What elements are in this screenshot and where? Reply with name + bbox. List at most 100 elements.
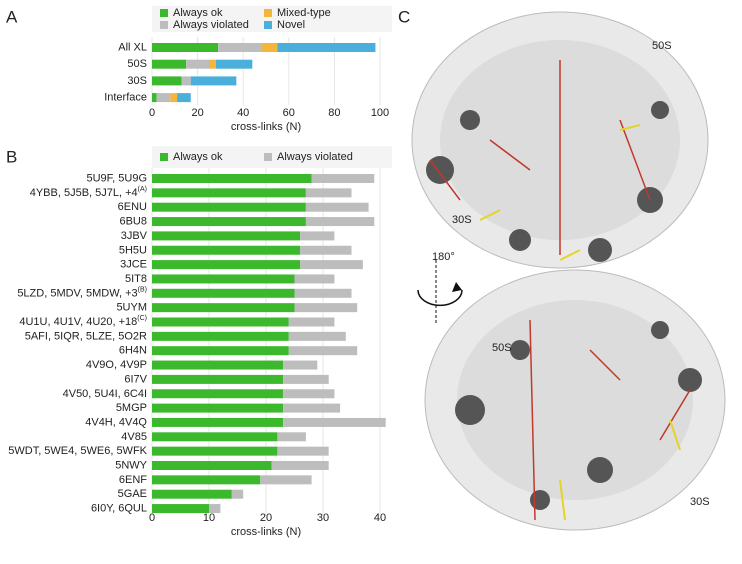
- category-text: 5NWY: [115, 459, 147, 471]
- legend-label: Mixed-type: [277, 7, 331, 19]
- y-tick-label: 30S: [127, 75, 147, 87]
- bar-segment: [305, 217, 375, 227]
- legend-swatch: [264, 153, 272, 161]
- bar-segment: [209, 504, 221, 514]
- bar-segment: [294, 303, 358, 313]
- category-text: 5IT8: [125, 273, 147, 285]
- category-text: All XL: [118, 41, 147, 53]
- bar-segment: [215, 59, 253, 69]
- x-tick-label: 0: [149, 107, 155, 119]
- y-tick-label: 4V9O, 4V9P: [86, 359, 147, 371]
- bar-segment: [152, 174, 312, 183]
- category-text: 5WDT, 5WE4, 5WE6, 5WFK: [8, 445, 147, 457]
- bar-segment: [260, 475, 312, 485]
- bar-segment: [152, 374, 284, 384]
- x-tick-label: 40: [237, 107, 249, 119]
- y-tick-label: 4U1U, 4U1V, 4U20, +18(C): [19, 315, 147, 328]
- category-text: 6H4N: [119, 345, 147, 357]
- y-tick-label: 5UYM: [116, 302, 147, 314]
- bar-segment: [156, 93, 171, 103]
- y-tick-label: 5U9F, 5U9G: [86, 172, 147, 184]
- category-text: 4V50, 5U4I, 6C4I: [63, 388, 147, 400]
- structure-label: 30S: [690, 496, 710, 508]
- bar-segment: [170, 93, 178, 103]
- bar-segment: [152, 260, 301, 270]
- bar-segment: [152, 274, 295, 284]
- category-text: Interface: [104, 92, 147, 104]
- bar-segment: [152, 231, 301, 241]
- bar-segment: [288, 317, 335, 327]
- bar-segment: [277, 43, 376, 52]
- bar-segment: [231, 489, 244, 499]
- structure-label: 50S: [492, 342, 512, 354]
- y-tick-label: 6I0Y, 6QUL: [91, 502, 147, 514]
- bar-segment: [218, 43, 262, 52]
- x-axis-label: cross-links (N): [231, 121, 301, 133]
- y-tick-label: 5LZD, 5MDV, 5MDW, +3(B): [17, 286, 147, 299]
- y-tick-label: Interface: [104, 92, 147, 104]
- x-tick-label: 10: [203, 512, 215, 524]
- bar-segment: [152, 59, 187, 69]
- category-text: 6BU8: [119, 215, 147, 227]
- category-text: 5U9F, 5U9G: [86, 172, 147, 184]
- x-tick-label: 60: [283, 107, 295, 119]
- category-text: 6ENF: [119, 474, 147, 486]
- x-tick-label: 100: [371, 107, 389, 119]
- y-tick-label: 6H4N: [119, 345, 147, 357]
- bar-segment: [283, 389, 335, 399]
- category-text: 5AFI, 5IQR, 5LZE, 5O2R: [25, 330, 147, 342]
- bar-segment: [152, 331, 289, 341]
- bar-segment: [177, 93, 191, 103]
- bar-segment: [300, 245, 352, 255]
- y-tick-label: 3JBV: [121, 230, 148, 242]
- bar-segment: [152, 288, 295, 298]
- bar-segment: [152, 202, 306, 212]
- category-text: 3JBV: [121, 230, 148, 242]
- bar-segment: [186, 59, 209, 69]
- bar-segment: [300, 260, 363, 270]
- y-tick-label: All XL: [118, 41, 147, 53]
- category-superscript: (A): [138, 186, 147, 193]
- category-text: 4U1U, 4U1V, 4U20, +18: [19, 316, 137, 328]
- category-text: 4V85: [121, 431, 147, 443]
- bar-segment: [300, 231, 335, 241]
- bar-segment: [152, 317, 289, 327]
- bar-segment: [152, 417, 284, 427]
- category-text: 6I7V: [124, 373, 147, 385]
- bar-segment: [271, 461, 329, 470]
- category-text: 5MGP: [116, 402, 147, 414]
- category-superscript: (C): [137, 315, 147, 322]
- legend-label: Always violated: [173, 19, 249, 31]
- ribosome-structure: [411, 11, 726, 531]
- x-tick-label: 80: [328, 107, 340, 119]
- bar-segment: [152, 461, 272, 470]
- category-text: 4V9O, 4V9P: [86, 359, 147, 371]
- y-tick-label: 5H5U: [119, 244, 147, 256]
- bar-segment: [152, 360, 284, 370]
- y-tick-label: 6ENU: [118, 201, 147, 213]
- y-tick-label: 6ENF: [119, 474, 147, 486]
- bar-segment: [283, 360, 318, 370]
- category-text: 6ENU: [118, 201, 147, 213]
- x-tick-label: 0: [149, 512, 155, 524]
- bar-segment: [294, 288, 352, 298]
- bar-segment: [261, 43, 278, 52]
- y-tick-label: 5IT8: [125, 273, 147, 285]
- structure-label: 30S: [452, 214, 472, 226]
- bar-segment: [152, 389, 284, 399]
- legend-label: Always violated: [277, 151, 353, 163]
- y-tick-label: 4V4H, 4V4Q: [85, 416, 147, 428]
- legend-label: Novel: [277, 19, 305, 31]
- bar-segment: [283, 417, 386, 427]
- legend-swatch: [160, 9, 168, 17]
- legend-swatch: [264, 9, 272, 17]
- category-text: 6I0Y, 6QUL: [91, 502, 147, 514]
- legend-label: Always ok: [173, 151, 223, 163]
- category-text: 5GAE: [118, 488, 147, 500]
- category-text: 50S: [127, 58, 147, 70]
- bar-segment: [152, 93, 157, 103]
- legend-swatch: [160, 153, 168, 161]
- rotation-label: 180°: [432, 251, 455, 263]
- bar-segment: [152, 188, 306, 198]
